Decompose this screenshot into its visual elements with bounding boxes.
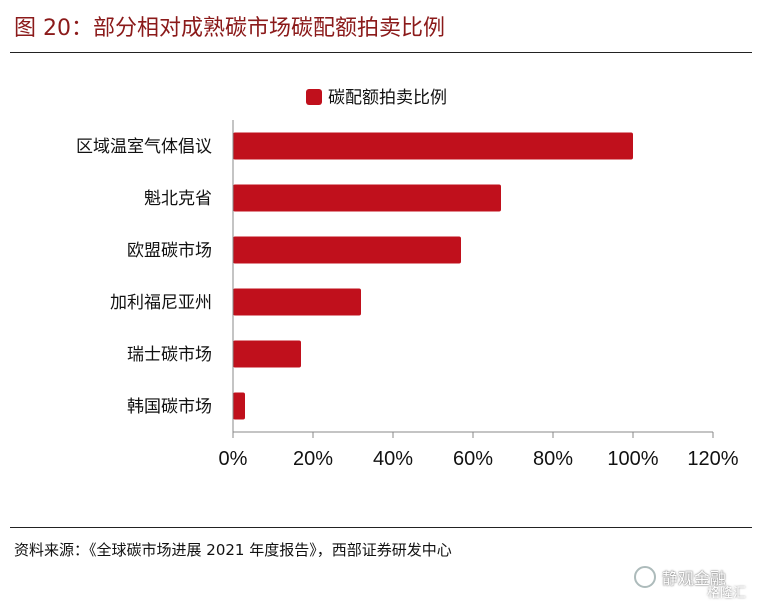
source-note: 资料来源：《全球碳市场进展 2021 年度报告》，西部证券研发中心 [14,541,452,559]
bar [233,236,461,264]
x-tick-label: 100% [607,448,658,470]
watermark: 静观金融 [633,565,726,589]
chart-legend: 碳配额拍卖比例 [306,88,447,108]
source-divider [10,527,752,528]
bar-chart: 碳配额拍卖比例 区域温室气体倡议魁北克省欧盟碳市场加利福尼亚州瑞士碳市场韩国碳市… [76,88,739,470]
watermark-sub: 格隆汇 [706,586,746,601]
title-divider [10,52,752,53]
category-label: 瑞士碳市场 [127,345,212,365]
legend-swatch [306,89,322,105]
bar [233,288,361,316]
bar [233,340,301,368]
x-tick-label: 40% [373,448,413,470]
bar [233,392,245,420]
category-label: 韩国碳市场 [127,397,212,417]
x-tick-label: 0% [219,448,248,470]
x-tick-label: 120% [687,448,738,470]
legend-label: 碳配额拍卖比例 [328,88,447,108]
watermark-text: 静观金融 [661,569,726,588]
bar [233,132,633,160]
category-label: 欧盟碳市场 [127,241,212,261]
page-title: 图 20：部分相对成熟碳市场碳配额拍卖比例 [14,16,445,41]
wechat-icon [633,566,656,588]
category-label: 区域温室气体倡议 [76,137,212,157]
category-label: 魁北克省 [144,189,212,209]
x-tick-label: 60% [453,448,493,470]
x-tick-label: 20% [293,448,333,470]
bar [233,184,501,212]
x-tick-label: 80% [533,448,573,470]
category-label: 加利福尼亚州 [110,293,212,313]
